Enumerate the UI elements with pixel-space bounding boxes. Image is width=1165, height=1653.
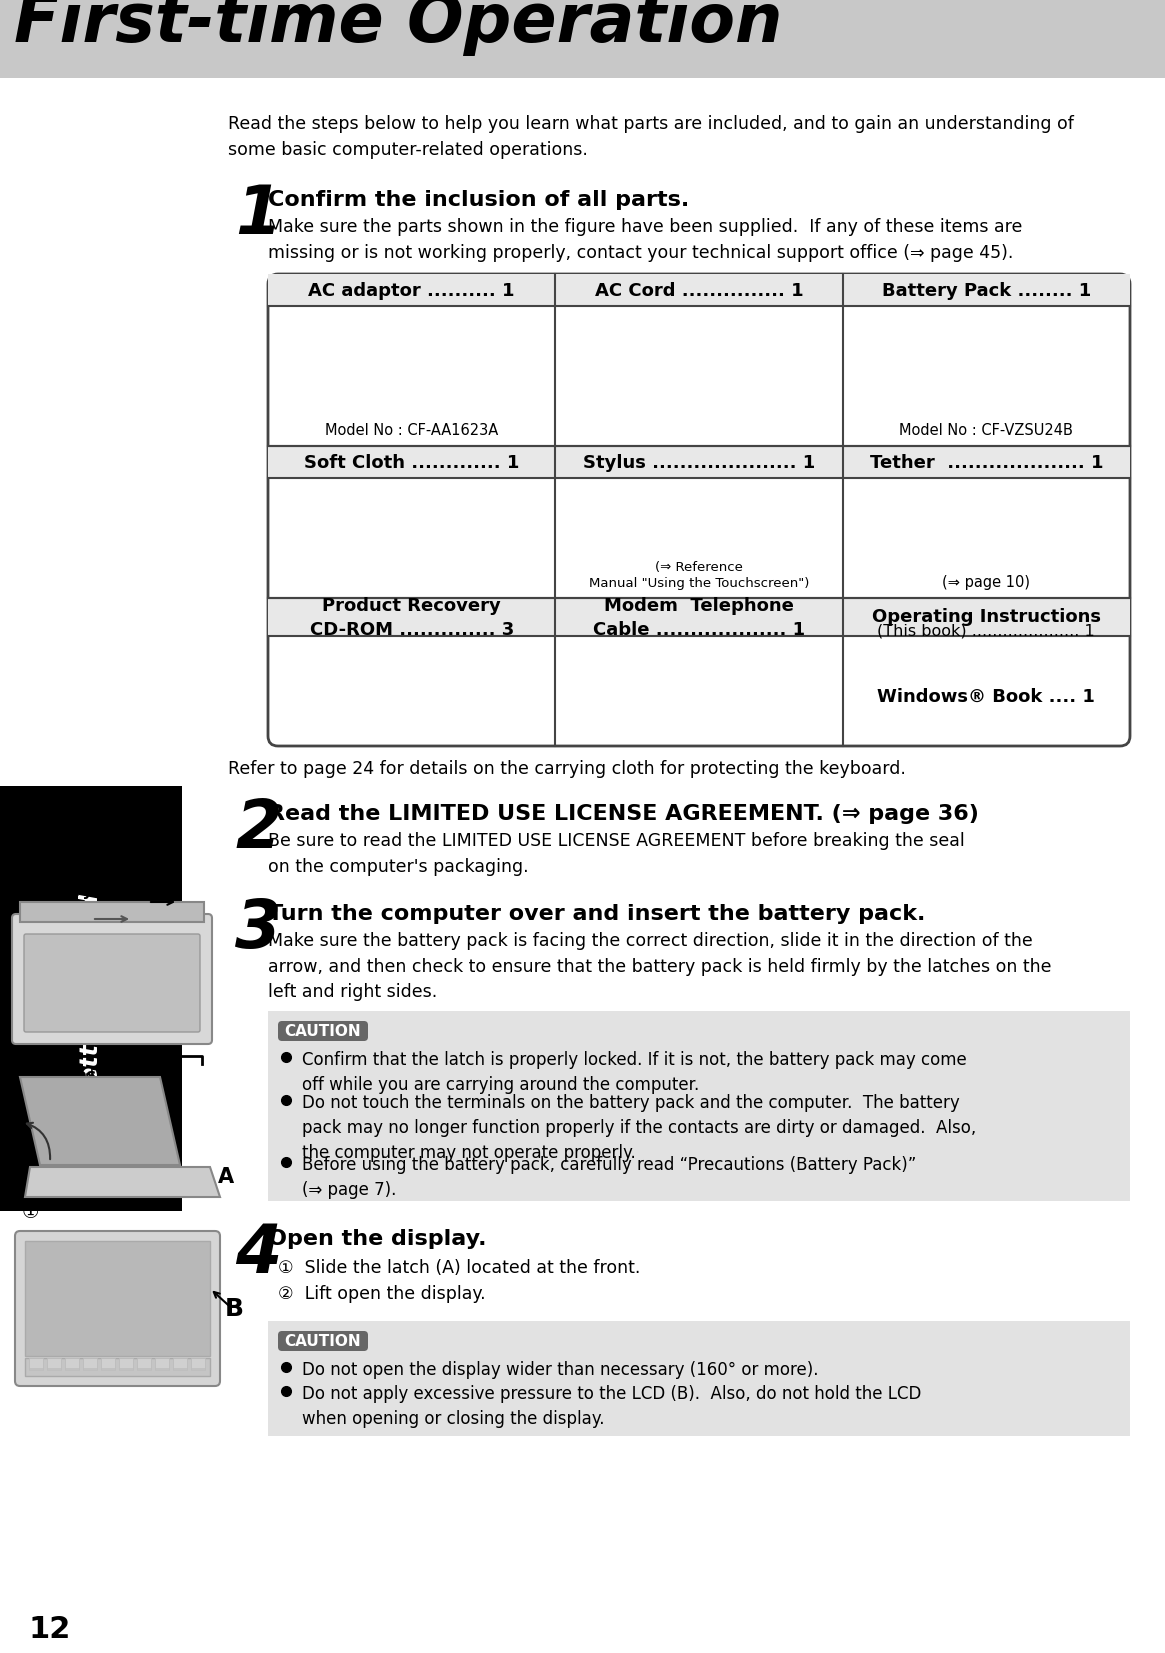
Bar	[155, 1359, 169, 1369]
Text: ②  Lift open the display.: ② Lift open the display.	[278, 1284, 486, 1303]
Text: 12: 12	[28, 1615, 70, 1645]
Bar	[137, 1359, 151, 1369]
Bar	[20, 903, 204, 922]
Bar	[24, 1359, 210, 1375]
Text: (This book) ..................... 1: (This book) ..................... 1	[877, 623, 1095, 640]
Text: Do not apply excessive pressure to the LCD (B).  Also, do not hold the LCD
when : Do not apply excessive pressure to the L…	[302, 1385, 922, 1428]
Bar	[29, 1359, 43, 1369]
Bar	[0, 785, 182, 1212]
Polygon shape	[20, 1078, 181, 1165]
Text: A: A	[5, 1112, 22, 1132]
Text: A: A	[218, 1167, 234, 1187]
Polygon shape	[24, 1167, 220, 1197]
Text: Be sure to read the LIMITED USE LICENSE AGREEMENT before breaking the seal
on th: Be sure to read the LIMITED USE LICENSE …	[268, 831, 965, 876]
FancyBboxPatch shape	[278, 1022, 368, 1041]
Text: Battery Pack: Battery Pack	[24, 884, 141, 899]
Text: Open the display.: Open the display.	[268, 1228, 487, 1250]
Text: Stylus ..................... 1: Stylus ..................... 1	[582, 455, 816, 473]
Text: Soft Cloth ............. 1: Soft Cloth ............. 1	[304, 455, 520, 473]
Bar	[83, 1360, 97, 1370]
Bar	[65, 1359, 79, 1369]
Bar	[65, 1359, 79, 1369]
Bar	[119, 1360, 133, 1370]
Text: CAUTION: CAUTION	[284, 1334, 361, 1349]
Bar	[268, 598, 1130, 636]
FancyBboxPatch shape	[268, 274, 1130, 306]
Bar	[83, 1359, 97, 1369]
Text: Confirm the inclusion of all parts.: Confirm the inclusion of all parts.	[268, 190, 690, 210]
Text: (⇒ page 10): (⇒ page 10)	[942, 575, 1030, 590]
Bar	[101, 1360, 115, 1370]
Text: Model No : CF-AA1623A: Model No : CF-AA1623A	[325, 423, 499, 438]
Bar	[137, 1359, 151, 1369]
Text: Do not touch the terminals on the battery pack and the computer.  The battery
pa: Do not touch the terminals on the batter…	[302, 1094, 976, 1162]
Bar	[24, 1241, 210, 1355]
Bar	[172, 1360, 188, 1370]
Bar	[191, 1360, 205, 1370]
FancyBboxPatch shape	[15, 1231, 220, 1385]
Text: AC adaptor .......... 1: AC adaptor .......... 1	[309, 283, 515, 299]
Text: Tether  .................... 1: Tether .................... 1	[869, 455, 1103, 473]
Text: Before using the battery pack, carefully read “Precautions (Battery Pack)”
(⇒ pa: Before using the battery pack, carefully…	[302, 1155, 917, 1198]
Text: B: B	[225, 1296, 243, 1321]
Bar	[155, 1359, 169, 1369]
Bar	[119, 1359, 133, 1369]
Bar	[191, 1359, 205, 1369]
Bar	[47, 1359, 61, 1369]
Bar	[47, 1359, 61, 1369]
Text: ②: ②	[22, 1099, 40, 1119]
Bar	[101, 1359, 115, 1369]
Bar	[268, 274, 1130, 306]
Text: Battery Pack ........ 1: Battery Pack ........ 1	[882, 283, 1090, 299]
Bar	[137, 1360, 151, 1370]
Bar	[0, 0, 1165, 78]
Text: ①: ①	[22, 1203, 40, 1222]
Bar	[29, 1360, 43, 1370]
Text: First-time Operation: First-time Operation	[14, 0, 783, 56]
FancyBboxPatch shape	[24, 934, 200, 1031]
Text: Modem  Telephone
Cable ................... 1: Modem Telephone Cable ..................…	[593, 597, 805, 638]
Bar	[191, 1359, 205, 1369]
Bar	[172, 1359, 188, 1369]
Text: Do not open the display wider than necessary (160° or more).: Do not open the display wider than neces…	[302, 1360, 819, 1379]
Text: Windows® Book .... 1: Windows® Book .... 1	[877, 688, 1095, 706]
Bar	[47, 1360, 61, 1370]
Bar	[83, 1359, 97, 1369]
Text: Model No : CF-VZSU24B: Model No : CF-VZSU24B	[899, 423, 1073, 438]
Bar	[119, 1359, 133, 1369]
Text: CAUTION: CAUTION	[284, 1023, 361, 1038]
Bar	[101, 1359, 115, 1369]
Text: 1: 1	[235, 182, 282, 248]
Text: Make sure the battery pack is facing the correct direction, slide it in the dire: Make sure the battery pack is facing the…	[268, 932, 1052, 1002]
Bar	[155, 1360, 169, 1370]
Text: Make sure the parts shown in the figure have been supplied.  If any of these ite: Make sure the parts shown in the figure …	[268, 218, 1023, 261]
Bar	[29, 1359, 43, 1369]
FancyBboxPatch shape	[278, 1331, 368, 1351]
Text: 4: 4	[235, 1222, 282, 1288]
Text: 2: 2	[235, 797, 282, 861]
Text: Read the LIMITED USE LICENSE AGREEMENT. (⇒ page 36): Read the LIMITED USE LICENSE AGREEMENT. …	[268, 803, 979, 823]
Text: Operating Instructions: Operating Instructions	[871, 608, 1101, 626]
Bar	[65, 1360, 79, 1370]
Text: AC Cord ............... 1: AC Cord ............... 1	[594, 283, 804, 299]
Text: Turn the computer over and insert the battery pack.: Turn the computer over and insert the ba…	[268, 904, 925, 924]
Text: Latches: Latches	[26, 1068, 97, 1083]
FancyBboxPatch shape	[12, 914, 212, 1045]
Text: Read the steps below to help you learn what parts are included, and to gain an u: Read the steps below to help you learn w…	[228, 116, 1074, 159]
Bar	[268, 284, 1130, 306]
Bar	[268, 446, 1130, 478]
Bar	[268, 1321, 1130, 1436]
Bar	[268, 1012, 1130, 1202]
Text: Product Recovery
CD-ROM .............. 3: Product Recovery CD-ROM .............. 3	[310, 597, 514, 638]
FancyBboxPatch shape	[268, 274, 1130, 746]
Text: ①  Slide the latch (A) located at the front.: ① Slide the latch (A) located at the fro…	[278, 1260, 641, 1278]
Text: Confirm that the latch is properly locked. If it is not, the battery pack may co: Confirm that the latch is properly locke…	[302, 1051, 967, 1094]
Text: (⇒ Reference
Manual "Using the Touchscreen"): (⇒ Reference Manual "Using the Touchscre…	[588, 560, 810, 590]
Bar	[172, 1359, 188, 1369]
Text: Getting Started: Getting Started	[79, 894, 103, 1103]
Text: Refer to page 24 for details on the carrying cloth for protecting the keyboard.: Refer to page 24 for details on the carr…	[228, 760, 906, 779]
Text: 3: 3	[235, 896, 282, 962]
